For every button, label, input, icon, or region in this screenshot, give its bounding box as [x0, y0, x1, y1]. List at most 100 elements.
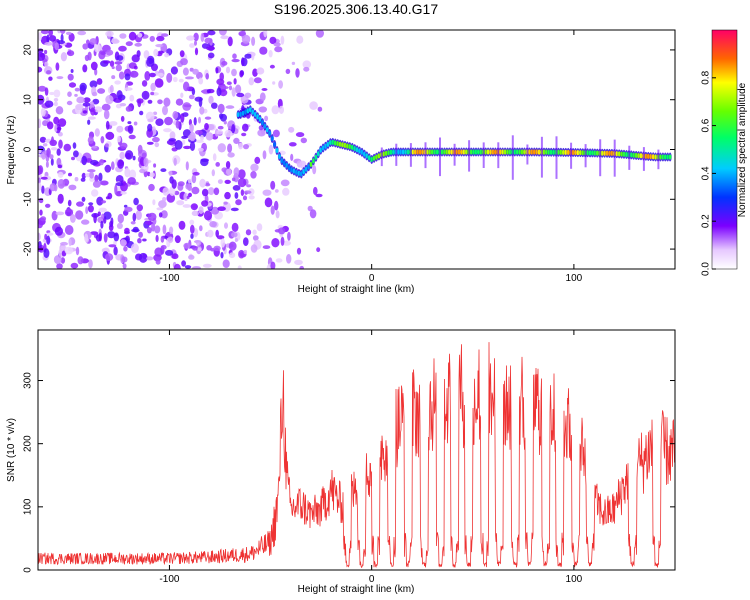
ridge-cell [244, 109, 247, 115]
noise-blob [162, 105, 168, 116]
noise-blob [275, 210, 280, 219]
ridge-cell [316, 151, 320, 157]
noise-blob [217, 179, 223, 185]
ridge-cell [426, 149, 429, 155]
noise-blob [119, 103, 127, 107]
ridge-cell [363, 151, 366, 157]
noise-blob [77, 30, 87, 36]
noise-blob [143, 50, 150, 59]
noise-blob [96, 196, 104, 206]
noise-blob [121, 256, 128, 263]
noise-blob [146, 141, 154, 145]
noise-blob [167, 236, 174, 243]
noise-blob [231, 222, 239, 232]
noise-blob [248, 195, 255, 200]
ridge-cell [309, 161, 313, 167]
noise-blob [173, 263, 181, 269]
ridge-cell [549, 149, 553, 155]
noise-blob [195, 139, 204, 143]
noise-blob [89, 171, 94, 179]
ridge-cell [397, 149, 400, 155]
noise-blob [250, 171, 257, 179]
ridge-cell [464, 149, 468, 155]
ridge-cell [600, 150, 604, 156]
noise-blob [60, 52, 67, 62]
noise-blob [114, 80, 121, 85]
noise-blob [303, 66, 310, 72]
noise-blob [98, 232, 103, 242]
noise-blob [227, 36, 233, 47]
noise-blob [38, 220, 43, 229]
noise-blob [56, 263, 63, 269]
noise-blob [114, 61, 123, 65]
noise-blob [168, 138, 176, 142]
noise-blob [44, 49, 48, 55]
ridge-cell [632, 152, 636, 158]
noise-blob [76, 201, 84, 207]
noise-blob [244, 92, 252, 99]
noise-blob [105, 95, 114, 105]
noise-blob [225, 168, 232, 176]
noise-blob [262, 150, 267, 160]
noise-blob [232, 185, 241, 191]
noise-blob [165, 249, 174, 256]
noise-blob [60, 245, 67, 250]
noise-blob [202, 263, 212, 268]
noise-blob [237, 177, 247, 188]
noise-blob [274, 189, 279, 193]
noise-blob [57, 179, 65, 189]
ridge-cell [278, 154, 281, 159]
noise-blob [269, 64, 275, 69]
noise-blob [204, 183, 211, 187]
noise-blob [237, 169, 246, 179]
ridge-cell [508, 149, 512, 155]
noise-blob [120, 239, 127, 247]
noise-blob [280, 236, 285, 246]
noise-blob [46, 70, 52, 75]
noise-blob [211, 102, 218, 109]
noise-blob [184, 265, 192, 269]
noise-blob [38, 66, 43, 73]
noise-blob [60, 30, 66, 35]
noise-blob [163, 128, 172, 133]
ridge-cell [557, 149, 560, 155]
ridge-cell [469, 149, 473, 155]
ridge-cell [270, 136, 274, 141]
noise-blob [119, 142, 128, 149]
noise-blob [145, 111, 155, 122]
noise-blob [111, 66, 115, 70]
noise-blob [105, 120, 110, 130]
noise-blob [67, 199, 72, 207]
noise-blob [39, 136, 47, 143]
noise-blob [191, 210, 199, 216]
noise-blob [199, 225, 203, 232]
noise-blob [49, 35, 57, 42]
noise-blob [132, 155, 136, 161]
noise-blob [243, 190, 252, 194]
noise-blob [154, 78, 164, 88]
noise-blob [127, 124, 134, 134]
noise-blob [172, 111, 179, 120]
noise-blob [154, 225, 161, 234]
noise-blob [56, 40, 65, 45]
noise-blob [278, 80, 283, 89]
noise-blob [38, 52, 46, 61]
noise-blob [149, 72, 156, 78]
noise-blob [160, 235, 165, 243]
noise-blob [76, 96, 85, 104]
ridge-cell [377, 153, 381, 159]
noise-blob [200, 158, 209, 167]
noise-blob [155, 259, 161, 265]
ridge-cell [523, 149, 526, 155]
noise-blob [256, 223, 263, 232]
noise-blob [208, 187, 215, 196]
noise-blob [116, 222, 123, 229]
ridge-cell [450, 149, 454, 155]
noise-blob [84, 233, 89, 242]
noise-blob [111, 75, 116, 80]
noise-blob [195, 130, 203, 135]
noise-blob [201, 200, 209, 207]
ridge-cell [358, 148, 361, 154]
ridge-cell [430, 149, 434, 155]
